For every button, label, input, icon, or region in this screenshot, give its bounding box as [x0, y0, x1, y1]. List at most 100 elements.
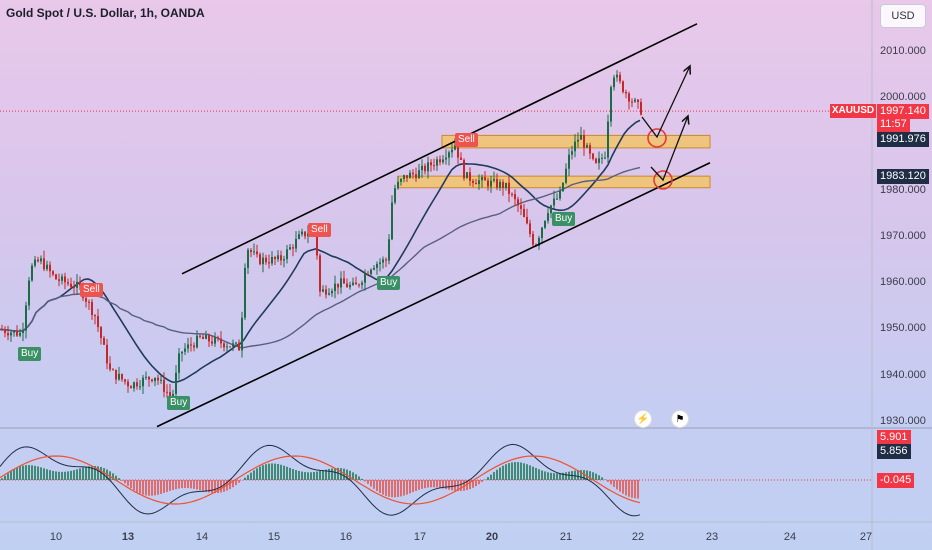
- osc-hist-bar: [310, 472, 312, 480]
- candle-body: [418, 170, 420, 179]
- osc-hist-bar: [607, 480, 609, 482]
- osc-hist-bar: [520, 462, 522, 480]
- candle-body: [631, 101, 633, 103]
- osc-hist-bar: [625, 480, 627, 496]
- currency-button[interactable]: USD: [880, 4, 926, 28]
- osc-hist-bar: [259, 466, 261, 480]
- candle-body: [25, 305, 27, 331]
- candle-body: [502, 181, 504, 189]
- candle-body: [400, 178, 402, 182]
- osc-hist-bar: [331, 468, 333, 480]
- candle-body: [238, 342, 240, 351]
- osc-hist-bar: [505, 464, 507, 480]
- time-tick-label: 10: [49, 531, 63, 543]
- osc-hist-bar: [436, 480, 438, 488]
- candle-body: [199, 335, 201, 337]
- candle-body: [622, 81, 624, 93]
- osc-b-tag: 5.856: [877, 444, 911, 459]
- candle-body: [268, 262, 270, 264]
- candle-body: [286, 249, 288, 260]
- candle-body: [205, 335, 207, 339]
- candle-body: [364, 273, 366, 283]
- osc-hist-bar: [64, 471, 66, 480]
- candle-body: [556, 198, 558, 200]
- osc-hist-bar: [601, 477, 603, 480]
- price-tick-label: 1970.000: [880, 229, 926, 242]
- candle-body: [106, 344, 108, 364]
- osc-hist-bar: [322, 470, 324, 480]
- osc-hist-bar: [325, 469, 327, 480]
- candle-body: [436, 159, 438, 166]
- candle-body: [367, 273, 369, 275]
- osc-hist-bar: [49, 470, 51, 480]
- osc-hist-bar: [52, 470, 54, 480]
- osc-hist-bar: [355, 474, 357, 480]
- osc-hist-bar: [82, 467, 84, 480]
- price-tick-label: 1940.000: [880, 368, 926, 381]
- candle-body: [394, 188, 396, 203]
- osc-hist-bar: [415, 480, 417, 491]
- candle-body: [265, 257, 267, 263]
- signal-buy-label: Buy: [552, 212, 576, 226]
- candle-body: [16, 330, 18, 336]
- osc-hist-bar: [433, 480, 435, 488]
- candle-body: [148, 376, 150, 380]
- osc-hist-bar: [151, 480, 153, 496]
- candle-body: [532, 234, 534, 245]
- candle-body: [415, 174, 417, 179]
- candle-body: [223, 343, 225, 348]
- candle-body: [355, 282, 357, 285]
- osc-hist-bar: [37, 466, 39, 480]
- candle-body: [460, 157, 462, 160]
- candle-body: [193, 345, 195, 348]
- candle-body: [316, 228, 318, 256]
- candle-body: [478, 180, 480, 185]
- price-tick-label: 2000.000: [880, 90, 926, 103]
- candle-body: [55, 274, 57, 280]
- osc-hist-bar: [298, 470, 300, 480]
- osc-hist-bar: [472, 480, 474, 488]
- candle-body: [169, 392, 171, 397]
- candle-body: [403, 175, 405, 179]
- osc-hist-bar: [100, 467, 102, 480]
- osc-hist-bar: [169, 480, 171, 491]
- flag-icon[interactable]: ⚑: [671, 410, 689, 428]
- osc-hist-bar: [25, 465, 27, 480]
- osc-hist-bar: [448, 480, 450, 490]
- osc-hist-bar: [136, 480, 138, 493]
- candle-body: [28, 280, 30, 306]
- candle-body: [529, 223, 531, 235]
- osc-hist-bar: [139, 480, 141, 494]
- osc-hist-bar: [442, 480, 444, 489]
- candle-body: [409, 172, 411, 179]
- osc-hist-bar: [391, 480, 393, 498]
- candle-body: [430, 162, 432, 166]
- osc-hist-bar: [181, 480, 183, 489]
- candle-body: [511, 193, 513, 195]
- osc-hist-bar: [490, 474, 492, 480]
- lightning-icon[interactable]: ⚡: [634, 410, 652, 428]
- osc-hist-bar: [112, 473, 114, 480]
- osc-hist-bar: [127, 480, 129, 486]
- osc-hist-bar: [292, 469, 294, 480]
- candle-body: [10, 332, 12, 336]
- osc-hist-bar: [361, 478, 363, 480]
- osc-hist-bar: [94, 465, 96, 480]
- osc-hist-bar: [445, 480, 447, 490]
- candle-body: [301, 231, 303, 235]
- candle-body: [541, 227, 543, 239]
- candle-body: [1, 329, 3, 331]
- time-tick-label: 20: [485, 531, 499, 543]
- candle-body: [598, 158, 600, 163]
- candle-body: [109, 363, 111, 370]
- osc-hist-bar: [187, 480, 189, 489]
- candle-body: [382, 259, 384, 263]
- candle-body: [583, 135, 585, 148]
- time-tick-label: 22: [631, 531, 645, 543]
- time-tick-label: 23: [705, 531, 719, 543]
- candle-body: [64, 276, 66, 283]
- candle-body: [85, 298, 87, 302]
- candle-body: [379, 262, 381, 264]
- osc-hist-bar: [193, 480, 195, 489]
